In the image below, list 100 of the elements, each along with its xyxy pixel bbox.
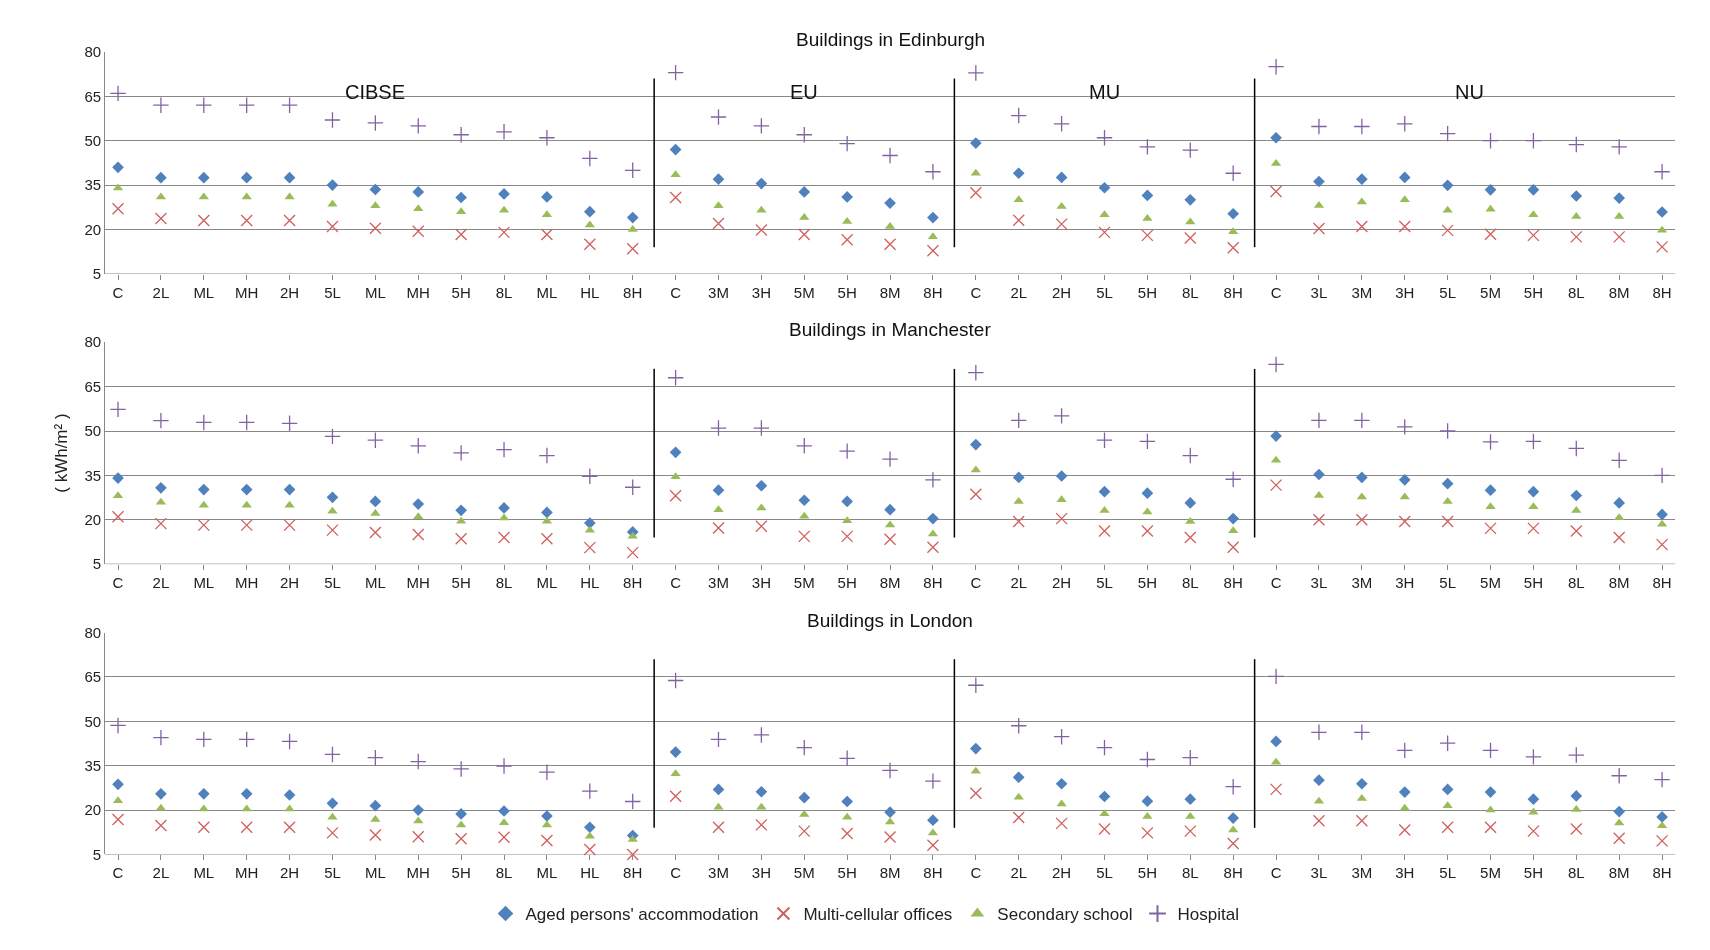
x-tick-label: HL bbox=[580, 283, 600, 301]
point bbox=[969, 742, 982, 755]
point bbox=[798, 530, 811, 543]
x-tick-label: HL bbox=[580, 574, 600, 592]
point bbox=[367, 431, 384, 449]
point bbox=[712, 173, 725, 185]
point bbox=[667, 64, 684, 81]
y-tick-label: 50 bbox=[84, 712, 102, 730]
point bbox=[1270, 735, 1282, 748]
point bbox=[538, 763, 556, 781]
point bbox=[155, 787, 167, 800]
point bbox=[969, 186, 982, 199]
point bbox=[1527, 183, 1540, 196]
point bbox=[1613, 531, 1626, 544]
point bbox=[795, 126, 813, 144]
point bbox=[1482, 433, 1499, 451]
x-tick-label: 5L bbox=[324, 574, 341, 592]
point bbox=[326, 220, 339, 233]
y-tick-label: 80 bbox=[84, 43, 102, 61]
point bbox=[1012, 214, 1025, 227]
x-tick-label: 5L bbox=[1439, 574, 1456, 592]
x-tick-label: 2H bbox=[279, 574, 300, 592]
point bbox=[1525, 132, 1542, 150]
point bbox=[455, 191, 467, 204]
point bbox=[1567, 136, 1585, 153]
point bbox=[1139, 751, 1156, 768]
x-tick-label: 3L bbox=[1310, 283, 1328, 301]
point bbox=[1312, 513, 1326, 526]
point bbox=[581, 782, 599, 800]
point bbox=[1613, 230, 1626, 243]
point bbox=[924, 163, 942, 181]
point bbox=[1398, 171, 1411, 184]
y-tick-label: 20 bbox=[84, 220, 102, 238]
point bbox=[753, 117, 770, 135]
x-tick-label: C bbox=[970, 283, 982, 301]
point bbox=[1613, 805, 1626, 818]
point bbox=[412, 186, 425, 198]
point bbox=[583, 541, 596, 554]
point bbox=[1012, 771, 1025, 784]
point bbox=[1527, 793, 1540, 805]
point bbox=[1399, 492, 1410, 500]
point bbox=[1484, 786, 1497, 798]
point bbox=[1096, 129, 1113, 147]
point bbox=[238, 96, 256, 114]
x-tick-label: 8L bbox=[495, 283, 513, 301]
point bbox=[495, 441, 513, 458]
point bbox=[798, 494, 811, 507]
annotation: CIBSE bbox=[345, 81, 406, 103]
x-tick-label: ML bbox=[193, 864, 215, 882]
point bbox=[1313, 468, 1325, 481]
point bbox=[712, 217, 725, 230]
point bbox=[1653, 163, 1671, 181]
point bbox=[838, 442, 856, 460]
x-tick-label: 2H bbox=[1052, 574, 1072, 592]
x-tick-label: 5M bbox=[1480, 283, 1501, 301]
x-tick-label: 8M bbox=[1608, 283, 1630, 301]
point bbox=[1141, 826, 1154, 840]
point bbox=[455, 504, 467, 517]
point bbox=[109, 717, 127, 734]
point bbox=[241, 192, 252, 200]
point bbox=[195, 414, 213, 431]
x-tick-label: 8H bbox=[623, 864, 643, 882]
point bbox=[798, 228, 811, 241]
point bbox=[795, 739, 813, 757]
point bbox=[283, 821, 296, 834]
point bbox=[540, 834, 554, 847]
x-tick-label: 5M bbox=[1480, 574, 1501, 592]
point bbox=[1224, 164, 1242, 182]
point bbox=[581, 467, 599, 485]
point bbox=[667, 672, 684, 689]
point bbox=[326, 179, 339, 191]
point bbox=[1267, 58, 1285, 76]
point bbox=[626, 546, 639, 559]
point bbox=[1356, 471, 1368, 484]
point bbox=[455, 808, 467, 820]
x-tick-label: 3M bbox=[708, 283, 729, 301]
point bbox=[1398, 823, 1411, 837]
x-tick-label: 5H bbox=[1523, 864, 1543, 882]
legend-label: Multi-cellular offices bbox=[803, 905, 953, 925]
point bbox=[1356, 173, 1368, 185]
point bbox=[155, 171, 167, 184]
x-tick-label: C bbox=[1270, 283, 1282, 301]
point bbox=[1484, 522, 1497, 535]
point bbox=[1439, 422, 1456, 440]
point bbox=[669, 746, 682, 758]
point bbox=[197, 518, 210, 532]
point bbox=[1567, 746, 1585, 764]
x-tick-label: 3H bbox=[1395, 283, 1415, 301]
point bbox=[583, 238, 596, 251]
point bbox=[1184, 793, 1197, 805]
point bbox=[240, 483, 253, 496]
point bbox=[112, 161, 124, 174]
point bbox=[1013, 496, 1024, 504]
point bbox=[284, 804, 295, 812]
point bbox=[1010, 412, 1028, 429]
point bbox=[112, 778, 124, 791]
point bbox=[1267, 356, 1285, 373]
point bbox=[369, 828, 382, 842]
point bbox=[197, 483, 210, 496]
x-tick-label: ML bbox=[536, 864, 558, 882]
